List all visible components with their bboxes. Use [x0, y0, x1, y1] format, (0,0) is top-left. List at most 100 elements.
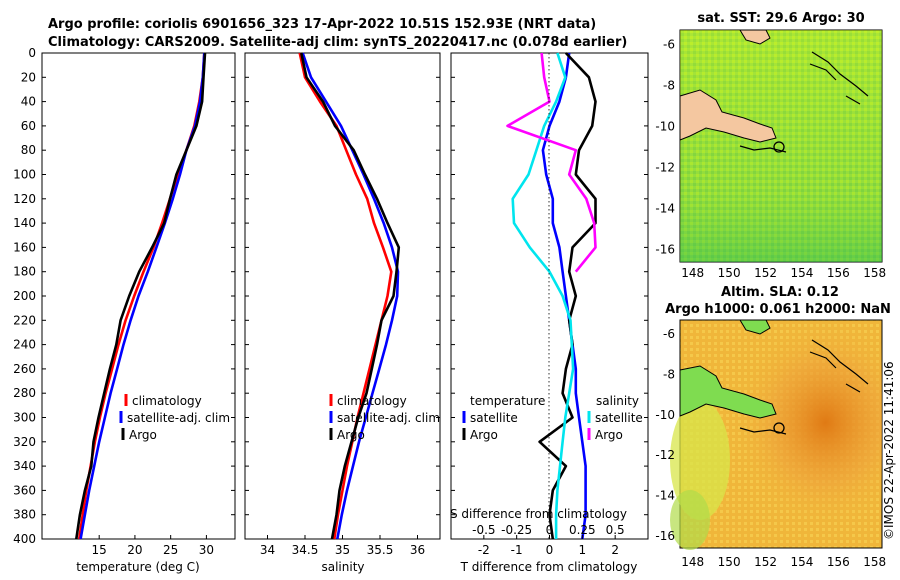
- legend-sal-argo: Argo: [595, 428, 623, 442]
- depth-tick-label: 120: [13, 192, 36, 206]
- sla-map: [670, 319, 883, 550]
- depth-tick-label: 240: [13, 338, 36, 352]
- argo-line: [300, 52, 401, 540]
- legend-satellite-adj: satellite-adj. clim: [337, 411, 440, 425]
- s-difference-label: S difference from climatology: [450, 507, 627, 521]
- depth-tick-label: 300: [13, 411, 36, 425]
- temperature-tick-label: 15: [92, 543, 107, 557]
- salinity-satellite-line: [511, 52, 575, 539]
- temperature-tick-label: 30: [199, 543, 214, 557]
- land-mass: [679, 365, 777, 419]
- depth-tick-label: 160: [13, 240, 36, 254]
- satellite-line: [301, 52, 400, 540]
- depth-tick-label: 180: [13, 265, 36, 279]
- credit-text: ©IMOS 22-Apr-2022 11:41:06: [882, 361, 896, 540]
- depth-tick-label: 100: [13, 168, 36, 182]
- depth-tick-label: 40: [21, 95, 36, 109]
- depth-tick-label: 140: [13, 216, 36, 230]
- salinity-tick-label: 34.5: [292, 543, 319, 557]
- legend-sal-satellite: satellite: [595, 411, 643, 425]
- temperature-legend: climatology satellite-adj. clim Argo: [119, 394, 230, 442]
- difference-s-tick-label: -0.5: [472, 523, 495, 537]
- depth-tick-label: 60: [21, 119, 36, 133]
- longitude-tick-label: 148: [681, 266, 704, 280]
- latitude-tick-label: -14: [655, 489, 675, 503]
- coastline: [739, 51, 869, 153]
- longitude-tick-label: 158: [863, 266, 886, 280]
- temperature-satellite-line: [541, 52, 587, 540]
- latitude-tick-label: -8: [663, 78, 675, 92]
- latitude-tick-label: -16: [655, 529, 675, 543]
- temperature-series: [75, 52, 207, 540]
- difference-legend: temperature salinity satellite Argo sate…: [462, 394, 643, 442]
- latitude-tick-label: -12: [655, 448, 675, 462]
- sst-map-title: sat. SST: 29.6 Argo: 30: [697, 11, 864, 26]
- map-axes: 148 150 152 154 156 158 -6 -8 -10 -12 -14 -16 148 150…: [655, 37, 886, 569]
- temperature-tick-label: 20: [127, 543, 142, 557]
- depth-tick-label: 260: [13, 362, 36, 376]
- longitude-tick-label: 150: [718, 266, 741, 280]
- longitude-tick-label: 150: [718, 555, 741, 569]
- salinity-series: [298, 52, 401, 540]
- latitude-tick-label: -10: [655, 119, 675, 133]
- salinity-argo-line: [506, 52, 597, 273]
- legend-argo: Argo: [129, 428, 157, 442]
- latitude-tick-label: -6: [663, 327, 675, 341]
- sla-map-title-line2: Argo h1000: 0.061 h2000: NaN: [665, 302, 891, 317]
- longitude-tick-label: 152: [754, 266, 777, 280]
- longitude-tick-label: 148: [681, 555, 704, 569]
- latitude-tick-label: -10: [655, 408, 675, 422]
- longitude-tick-label: 154: [790, 266, 813, 280]
- difference-t-tick-label: 0: [546, 543, 554, 557]
- depth-tick-label: 380: [13, 508, 36, 522]
- difference-s-tick-label: -0.25: [501, 523, 532, 537]
- longitude-tick-label: 154: [790, 555, 813, 569]
- main-title-line2: Climatology: CARS2009. Satellite-adj cli…: [48, 35, 627, 50]
- salinity-tick-label: 35.5: [367, 543, 394, 557]
- depth-tick-label: 360: [13, 483, 36, 497]
- x-axis-ticks: 15 20 25 30 34 34.5 35 35.5 36 -2 -1 0 1 2 -0.5 -0.25 0 0…: [92, 523, 625, 557]
- depth-tick-label: 340: [13, 459, 36, 473]
- depth-tick-label: 400: [13, 532, 36, 546]
- longitude-tick-label: 156: [827, 555, 850, 569]
- argo-position-marker: [773, 141, 785, 153]
- argo-line: [75, 52, 207, 540]
- land-mass: [739, 29, 771, 45]
- land-mass: [739, 319, 771, 335]
- difference-xlabel: T difference from climatology: [460, 560, 638, 574]
- difference-s-tick-label: 0.25: [569, 523, 596, 537]
- latitude-tick-label: -8: [663, 367, 675, 381]
- depth-tick-label: 20: [21, 70, 36, 84]
- salinity-panel: [244, 52, 441, 540]
- main-title-line1: Argo profile: coriolis 6901656_323 17-Ap…: [48, 17, 596, 32]
- legend-satellite-adj: satellite-adj. clim: [127, 411, 230, 425]
- salinity-tick-label: 34: [260, 543, 275, 557]
- depth-axis: 0 20 40 60 80 100 120 140 160 180 200 220 240 260 280 3…: [13, 46, 648, 546]
- latitude-tick-label: -16: [655, 243, 675, 257]
- coastline: [739, 339, 869, 435]
- legend-argo: Argo: [337, 428, 365, 442]
- difference-s-tick-label: 0.5: [606, 523, 625, 537]
- argo-position-marker: [773, 422, 785, 434]
- sst-map: [679, 29, 883, 263]
- latitude-tick-label: -6: [663, 37, 675, 51]
- difference-series: [506, 52, 597, 540]
- legend-temp-argo: Argo: [470, 428, 498, 442]
- depth-tick-label: 0: [28, 46, 36, 60]
- legend-climatology: climatology: [132, 394, 202, 408]
- longitude-tick-label: 152: [754, 555, 777, 569]
- sla-map-title-line1: Altim. SLA: 0.12: [721, 285, 839, 300]
- salinity-tick-label: 36: [410, 543, 425, 557]
- temperature-argo-line: [538, 52, 597, 540]
- depth-tick-label: 280: [13, 386, 36, 400]
- difference-s-tick-label: 0: [546, 523, 554, 537]
- depth-tick-label: 320: [13, 435, 36, 449]
- difference-t-tick-label: 1: [579, 543, 587, 557]
- latitude-tick-label: -12: [655, 161, 675, 175]
- temperature-xlabel: temperature (deg C): [76, 560, 199, 574]
- difference-t-tick-label: -2: [478, 543, 490, 557]
- land-mass: [679, 89, 777, 143]
- legend-temp-satellite: satellite: [470, 411, 518, 425]
- legend-salinity-header: salinity: [596, 394, 639, 408]
